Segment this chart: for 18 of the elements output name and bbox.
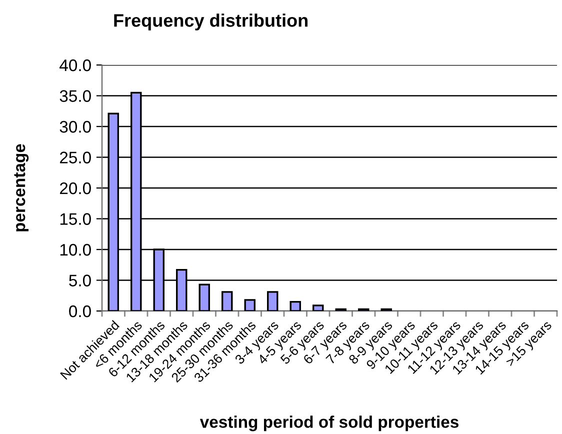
y-tick-label: 20.0 (60, 182, 91, 194)
y-axis-title: percentage (14, 144, 29, 232)
bar (198, 284, 210, 311)
y-tick-label: 5.0 (69, 274, 91, 286)
chart-title: Frequency distribution (114, 14, 308, 30)
bar (222, 291, 233, 311)
bar (244, 299, 256, 311)
bar (267, 291, 278, 311)
x-axis-title: vesting period of sold properties (200, 416, 458, 432)
y-tick-label: 40.0 (60, 59, 91, 72)
y-tick-label: 35.0 (60, 90, 91, 102)
bar (290, 300, 301, 311)
y-tick-label: 25.0 (60, 152, 91, 164)
bar (312, 304, 324, 311)
y-tick-label: 10.0 (60, 244, 91, 256)
y-tick-label: 0.0 (69, 305, 91, 318)
y-tick-label: 15.0 (60, 213, 91, 225)
y-tick-label: 30.0 (60, 120, 91, 133)
